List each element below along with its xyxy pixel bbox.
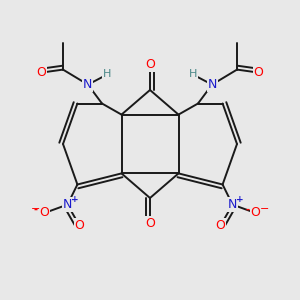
Text: O: O bbox=[251, 206, 260, 220]
Text: H: H bbox=[188, 69, 197, 80]
Text: O: O bbox=[40, 206, 49, 220]
Text: N: N bbox=[83, 78, 93, 91]
Text: N: N bbox=[63, 198, 72, 211]
Text: +: + bbox=[71, 195, 79, 204]
Text: N: N bbox=[207, 78, 217, 91]
Text: H: H bbox=[103, 69, 112, 80]
Text: O: O bbox=[145, 58, 155, 71]
Text: N: N bbox=[228, 198, 237, 211]
Text: O: O bbox=[254, 66, 263, 79]
Text: +: + bbox=[236, 195, 244, 204]
Text: O: O bbox=[216, 219, 225, 232]
Text: -: - bbox=[34, 204, 38, 214]
Text: −: − bbox=[260, 204, 269, 214]
Text: O: O bbox=[145, 217, 155, 230]
Text: −: − bbox=[31, 204, 40, 214]
Text: O: O bbox=[37, 66, 46, 79]
Text: -: - bbox=[245, 204, 249, 214]
Text: O: O bbox=[75, 219, 84, 232]
